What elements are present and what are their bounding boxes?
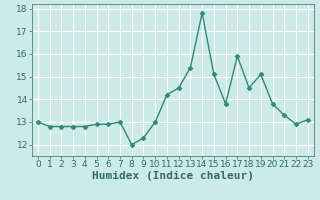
X-axis label: Humidex (Indice chaleur): Humidex (Indice chaleur) [92,171,254,181]
